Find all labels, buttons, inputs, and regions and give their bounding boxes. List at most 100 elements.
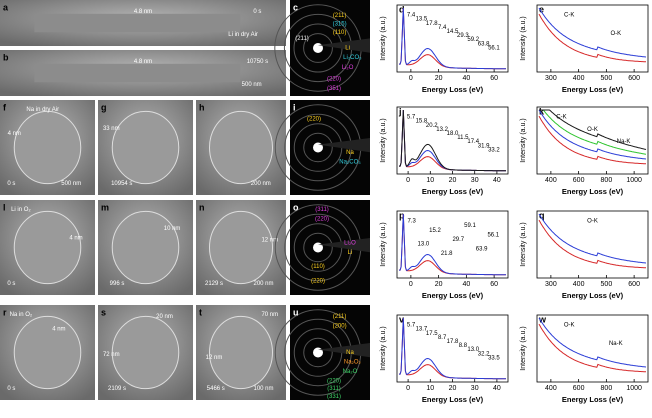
spectrum-curve: [399, 317, 507, 380]
x-tick-label: 0: [406, 177, 410, 184]
panel-text: 4 nm: [69, 236, 82, 242]
x-tick-label: 40: [493, 385, 501, 392]
panel-text: 2109 s: [108, 386, 126, 392]
panel-text: (220): [327, 76, 341, 82]
x-tick-label: 0: [409, 75, 413, 82]
spectrum-curve: [538, 219, 646, 269]
peak-label: 13.5: [416, 17, 428, 23]
plot-letter: d: [399, 4, 405, 14]
panel-text: Na: [346, 350, 354, 356]
plot-frame: [536, 4, 649, 73]
panel-text: 0 s: [7, 386, 15, 392]
panel-text: 4.8 nm: [134, 9, 152, 15]
spectrum-curve: [538, 213, 647, 264]
x-tick-label: 40: [462, 75, 470, 82]
peak-label: 63.8: [478, 41, 490, 47]
spectrum-curve: [539, 109, 647, 155]
x-tick-label: 60: [490, 75, 498, 82]
beam-center: [313, 43, 323, 53]
particle: [209, 110, 273, 185]
diffraction-ring: [303, 232, 333, 263]
panel-text: Li in dry Air: [228, 32, 258, 38]
peak-label: 13.0: [467, 347, 479, 353]
peak-label: 17.8: [426, 21, 438, 27]
panel-letter: t: [199, 307, 202, 317]
x-tick-label: 300: [545, 281, 557, 288]
x-tick-label: 400: [545, 177, 557, 184]
diffraction-ring: [303, 337, 333, 368]
x-tick-label: 10: [426, 385, 434, 392]
panel-text: 100 nm: [253, 386, 273, 392]
nanowire: [34, 63, 241, 83]
particle: [209, 210, 273, 285]
y-axis-label: Intensity (a.u.): [380, 222, 387, 266]
panel-text: (351): [327, 86, 341, 92]
panel-text: 12 nm: [261, 237, 278, 243]
peak-label: O-K: [587, 127, 598, 133]
spectrum-curve: [538, 317, 647, 368]
panel-text: Na₂O: [343, 369, 358, 375]
panel-letter: m: [101, 202, 109, 212]
peak-label: O-K: [587, 219, 598, 225]
panel-text: (211): [333, 13, 347, 19]
peak-label: 14.5: [447, 29, 459, 35]
panel-text: Na: [346, 150, 354, 156]
panel-text: 0 s: [253, 9, 261, 15]
panel-text: (211): [333, 314, 347, 320]
panel-text: 200 nm: [251, 181, 271, 187]
panel-text: (110): [333, 30, 347, 36]
plot-letter: j: [398, 106, 402, 116]
peak-label: C-K: [564, 13, 574, 19]
panel-text: Na₂O₂: [344, 360, 362, 366]
x-axis-label: Energy Loss (eV): [562, 187, 624, 196]
spectrum-curve: [399, 109, 507, 172]
peak-label: 7.3: [408, 219, 417, 225]
panel-text: Na₂CO₃: [339, 159, 361, 165]
x-axis-label: Energy Loss (eV): [422, 395, 484, 404]
x-tick-label: 40: [493, 177, 501, 184]
x-tick-label: 1000: [626, 177, 642, 184]
peak-label: 18.0: [447, 131, 459, 137]
panel-text: 5466 s: [207, 386, 225, 392]
peak-label: 5.7: [407, 323, 416, 329]
panel-text: (311): [327, 386, 341, 392]
peak-label: 17.8: [447, 339, 459, 345]
panel-text: (311): [315, 207, 329, 213]
panel-letter: f: [3, 102, 7, 112]
x-tick-label: 800: [601, 385, 613, 392]
x-axis-label: Energy Loss (eV): [562, 395, 624, 404]
peak-label: O-K: [610, 31, 621, 37]
peak-label: 20.2: [426, 123, 438, 129]
panel-letter: u: [293, 307, 299, 317]
x-tick-label: 1000: [626, 385, 642, 392]
panel-text: (220): [307, 117, 321, 123]
peak-label: 31.9: [478, 143, 490, 149]
peak-label: 13.0: [418, 242, 430, 248]
panel-text: (220): [327, 379, 341, 385]
x-tick-label: 0: [406, 385, 410, 392]
beam-center: [313, 347, 323, 358]
y-axis-label: Intensity (a.u.): [520, 118, 527, 162]
peak-label: 33.5: [488, 355, 500, 361]
nanowire: [34, 13, 241, 33]
particle: [13, 315, 82, 390]
panel-text: 0 s: [7, 181, 15, 187]
x-tick-label: 30: [471, 385, 479, 392]
particle: [209, 315, 273, 390]
spectrum-curve: [538, 7, 647, 58]
x-tick-label: 600: [628, 75, 640, 82]
peak-label: 63.9: [476, 246, 488, 252]
panel-text: 10 nm: [164, 226, 181, 232]
peak-label: 17.5: [426, 331, 438, 337]
plot-frame: [396, 210, 509, 279]
panel-letter: o: [293, 202, 299, 212]
panel-letter: a: [3, 2, 9, 12]
panel-text: (315): [333, 22, 347, 28]
peak-label: 56.1: [487, 232, 499, 238]
spectrum-curve: [538, 323, 646, 373]
panel-text: 4 nm: [8, 131, 21, 137]
peak-label: Na-K: [609, 341, 623, 347]
particle: [111, 315, 180, 390]
panel-letter: c: [293, 2, 298, 12]
